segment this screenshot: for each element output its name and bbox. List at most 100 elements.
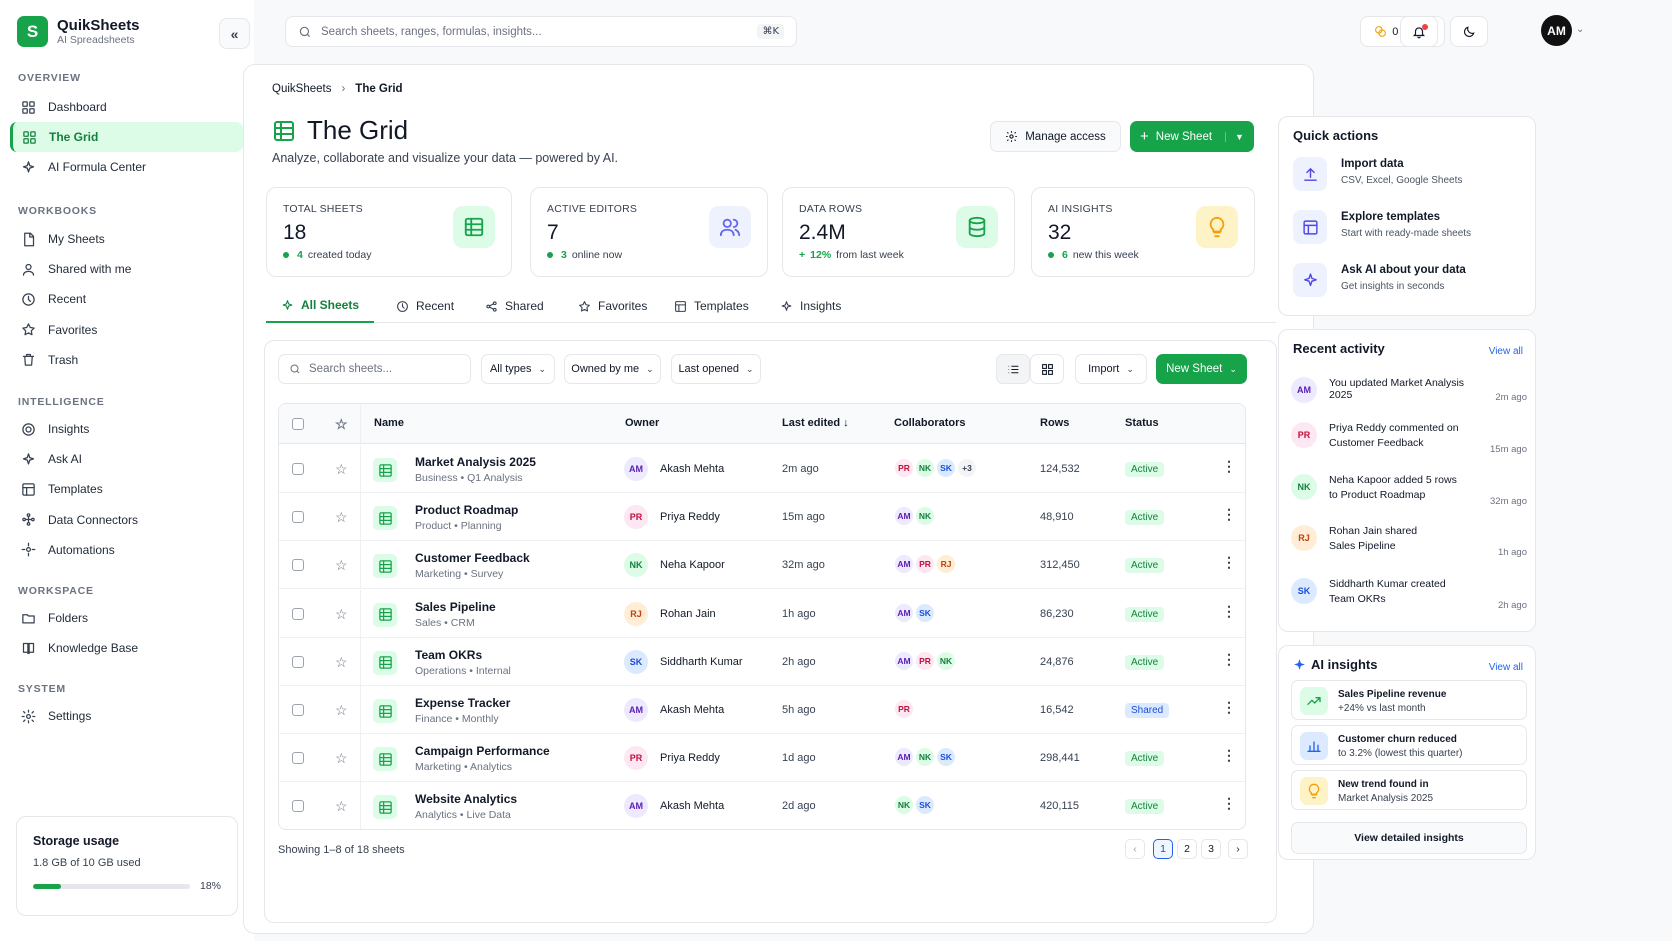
collaborator-avatar[interactable]: AM xyxy=(893,505,915,528)
sheet-name[interactable]: Team OKRs xyxy=(415,647,483,662)
sheet-search[interactable] xyxy=(278,354,471,384)
more-collaborators[interactable]: +3 xyxy=(956,457,978,479)
recent-activity-view-all[interactable]: View all xyxy=(1488,346,1523,357)
sort-dropdown[interactable]: Last opened ⌄ xyxy=(671,354,761,384)
view-detailed-insights-button[interactable]: View detailed insights xyxy=(1291,822,1527,854)
sheet-name[interactable]: Product Roadmap xyxy=(415,503,519,518)
col-rows[interactable]: Rows xyxy=(1040,417,1070,429)
user-avatar[interactable]: AM xyxy=(1541,15,1572,46)
ai-insights-view-all[interactable]: View all xyxy=(1488,662,1523,673)
sidebar-item-ai-formula-center[interactable]: AI Formula Center xyxy=(10,152,243,182)
sidebar-item-the-grid[interactable]: The Grid xyxy=(10,122,243,153)
row-checkbox[interactable] xyxy=(292,463,304,475)
star-icon[interactable]: ☆ xyxy=(335,653,348,670)
star-icon[interactable]: ☆ xyxy=(335,798,348,815)
collaborator-avatar[interactable]: NK xyxy=(935,649,957,672)
more-options-icon[interactable]: ⋮ xyxy=(1222,747,1236,764)
more-options-icon[interactable]: ⋮ xyxy=(1222,458,1236,474)
star-icon[interactable]: ☆ xyxy=(335,605,348,622)
table-row[interactable]: ☆ Customer Feedback Marketing • Survey N… xyxy=(279,541,1245,590)
collaborator-avatar[interactable]: NK xyxy=(914,505,936,528)
sidebar-item-recent[interactable]: Recent xyxy=(10,284,243,314)
table-row[interactable]: ☆ Market Analysis 2025 Business • Q1 Ana… xyxy=(279,445,1245,493)
row-checkbox[interactable] xyxy=(292,704,304,716)
table-row[interactable]: ☆ Product Roadmap Product • Planning PR … xyxy=(279,493,1245,542)
star-icon[interactable]: ☆ xyxy=(335,702,348,718)
collaborator-avatar[interactable]: PR xyxy=(893,698,915,720)
sheet-name[interactable]: Sales Pipeline xyxy=(415,599,496,614)
select-all-checkbox[interactable] xyxy=(292,418,304,430)
brand[interactable]: S QuikSheets AI Spreadsheets xyxy=(17,16,140,47)
new-sheet-button[interactable]: + New Sheet ▼ xyxy=(1130,121,1254,152)
star-icon[interactable]: ☆ xyxy=(335,509,348,526)
quick-action-ask-ai-about-your-data[interactable]: Ask AI about your data Get insights in s… xyxy=(1293,261,1523,299)
sidebar-item-automations[interactable]: Automations xyxy=(10,535,243,565)
row-checkbox[interactable] xyxy=(292,559,304,572)
col-name[interactable]: Name xyxy=(374,417,404,429)
more-options-icon[interactable]: ⋮ xyxy=(1222,795,1236,812)
page-1-button[interactable]: 1 xyxy=(1153,839,1173,859)
row-checkbox[interactable] xyxy=(292,752,304,765)
sidebar-item-shared-with-me[interactable]: Shared with me xyxy=(10,254,243,284)
sheet-name[interactable]: Website Analytics xyxy=(415,792,518,807)
sidebar-item-knowledge-base[interactable]: Knowledge Base xyxy=(10,633,243,663)
sidebar-item-templates[interactable]: Templates xyxy=(10,474,243,504)
collaborator-avatar[interactable]: PR xyxy=(914,649,936,672)
sidebar-item-insights[interactable]: Insights xyxy=(10,414,243,444)
row-checkbox[interactable] xyxy=(292,800,304,813)
new-sheet-button-secondary[interactable]: New Sheet ⌄ xyxy=(1156,354,1247,384)
insight-item[interactable]: New trend found in Market Analysis 2025 xyxy=(1291,770,1527,810)
collaborator-avatar[interactable]: AM xyxy=(893,649,915,672)
table-row[interactable]: ☆ Campaign Performance Marketing • Analy… xyxy=(279,734,1245,783)
activity-item[interactable]: AM You updated Market Analysis 2025 2m a… xyxy=(1291,375,1527,415)
sheet-name[interactable]: Expense Tracker xyxy=(415,696,511,710)
sheet-name[interactable]: Market Analysis 2025 xyxy=(415,455,536,469)
page-2-button[interactable]: 2 xyxy=(1177,839,1197,859)
grid-view-button[interactable] xyxy=(1030,354,1064,384)
collaborator-avatar[interactable]: NK xyxy=(914,746,936,769)
collaborator-avatar[interactable]: AM xyxy=(893,746,915,769)
col-collaborators[interactable]: Collaborators xyxy=(894,417,966,429)
col-status[interactable]: Status xyxy=(1125,417,1159,429)
activity-item[interactable]: PR Priya Reddy commented on Customer Fee… xyxy=(1291,420,1527,460)
type-filter-dropdown[interactable]: All types ⌄ xyxy=(481,354,555,384)
collaborator-avatar[interactable]: AM xyxy=(893,601,915,624)
quick-action-explore-templates[interactable]: Explore templates Start with ready-made … xyxy=(1293,208,1523,246)
prev-page-button[interactable]: ‹ xyxy=(1125,839,1145,859)
sheet-search-input[interactable] xyxy=(309,363,449,375)
notifications-button[interactable] xyxy=(1400,16,1438,47)
collaborator-avatar[interactable]: PR xyxy=(893,457,915,479)
tab-insights[interactable]: Insights xyxy=(765,289,856,323)
row-checkbox[interactable] xyxy=(292,655,304,668)
global-search[interactable]: ⌘K xyxy=(285,16,797,47)
owner-filter-dropdown[interactable]: Owned by me ⌄ xyxy=(564,354,661,384)
sidebar-item-favorites[interactable]: Favorites xyxy=(10,315,243,345)
col-owner[interactable]: Owner xyxy=(625,417,660,429)
sidebar-item-my-sheets[interactable]: My Sheets xyxy=(10,224,243,254)
row-checkbox[interactable] xyxy=(292,607,304,620)
activity-item[interactable]: NK Neha Kapoor added 5 rows to Product R… xyxy=(1291,472,1527,512)
activity-item[interactable]: RJ Rohan Jain shared Sales Pipeline 1h a… xyxy=(1291,523,1527,563)
tab-templates[interactable]: Templates xyxy=(659,289,764,323)
sidebar-item-dashboard[interactable]: Dashboard xyxy=(10,92,243,122)
collapse-sidebar-button[interactable]: « xyxy=(219,18,250,49)
collaborator-avatar[interactable]: SK xyxy=(914,601,936,624)
more-options-icon[interactable]: ⋮ xyxy=(1222,650,1236,667)
tab-shared[interactable]: Shared xyxy=(470,289,559,323)
sheet-name[interactable]: Campaign Performance xyxy=(415,744,550,759)
col-last-edited[interactable]: Last edited ↓ xyxy=(782,417,849,429)
table-row[interactable]: ☆ Team OKRs Operations • Internal SK Sid… xyxy=(279,637,1245,686)
tab-all-sheets[interactable]: All Sheets xyxy=(266,289,375,323)
next-page-button[interactable]: › xyxy=(1228,839,1248,859)
more-options-icon[interactable]: ⋮ xyxy=(1222,554,1236,571)
collaborator-avatar[interactable]: PR xyxy=(914,553,936,576)
star-icon[interactable]: ☆ xyxy=(335,557,348,574)
import-dropdown[interactable]: Import ⌄ xyxy=(1075,354,1147,384)
sidebar-item-data-connectors[interactable]: Data Connectors xyxy=(10,505,243,535)
row-checkbox[interactable] xyxy=(292,511,304,524)
insight-item[interactable]: Customer churn reduced to 3.2% (lowest t… xyxy=(1291,725,1527,765)
global-search-input[interactable] xyxy=(321,25,749,38)
sidebar-item-ask-ai[interactable]: Ask AI xyxy=(10,444,243,474)
collaborator-avatar[interactable]: SK xyxy=(935,457,957,479)
collaborator-avatar[interactable]: SK xyxy=(935,746,957,769)
